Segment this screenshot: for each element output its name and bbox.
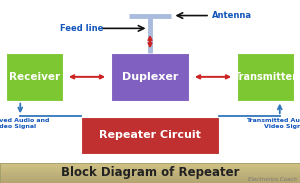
Text: Feed line: Feed line bbox=[60, 24, 103, 33]
Bar bbox=[0, 168, 300, 169]
Bar bbox=[0, 163, 300, 164]
Text: Transmitter: Transmitter bbox=[233, 72, 298, 82]
Bar bbox=[0, 175, 300, 176]
Bar bbox=[0, 166, 300, 167]
Bar bbox=[0, 179, 300, 180]
Bar bbox=[0, 178, 300, 179]
Text: Antenna: Antenna bbox=[212, 11, 251, 20]
Bar bbox=[0, 173, 300, 174]
FancyBboxPatch shape bbox=[81, 117, 219, 154]
Text: Received Audio and
video Signal: Received Audio and video Signal bbox=[0, 118, 49, 129]
Bar bbox=[0, 165, 300, 166]
Bar bbox=[0, 163, 300, 183]
Bar bbox=[0, 170, 300, 171]
Text: Electronics Coach: Electronics Coach bbox=[248, 177, 297, 182]
Bar bbox=[0, 182, 300, 183]
Text: Repeater Circuit: Repeater Circuit bbox=[99, 130, 201, 140]
FancyBboxPatch shape bbox=[237, 53, 294, 101]
Bar bbox=[0, 176, 300, 177]
Bar bbox=[0, 174, 300, 175]
Text: Receiver: Receiver bbox=[9, 72, 60, 82]
FancyBboxPatch shape bbox=[111, 53, 189, 101]
Text: Block Diagram of Repeater: Block Diagram of Repeater bbox=[61, 166, 239, 180]
Text: Duplexer: Duplexer bbox=[122, 72, 178, 82]
Bar bbox=[0, 169, 300, 170]
Bar bbox=[0, 180, 300, 181]
FancyBboxPatch shape bbox=[6, 53, 63, 101]
Bar bbox=[0, 171, 300, 172]
Text: Transmitted Audio and
Video Signal: Transmitted Audio and Video Signal bbox=[246, 118, 300, 129]
Bar bbox=[0, 177, 300, 178]
Bar bbox=[0, 164, 300, 165]
Bar bbox=[0, 172, 300, 173]
Bar bbox=[0, 181, 300, 182]
Bar bbox=[0, 167, 300, 168]
